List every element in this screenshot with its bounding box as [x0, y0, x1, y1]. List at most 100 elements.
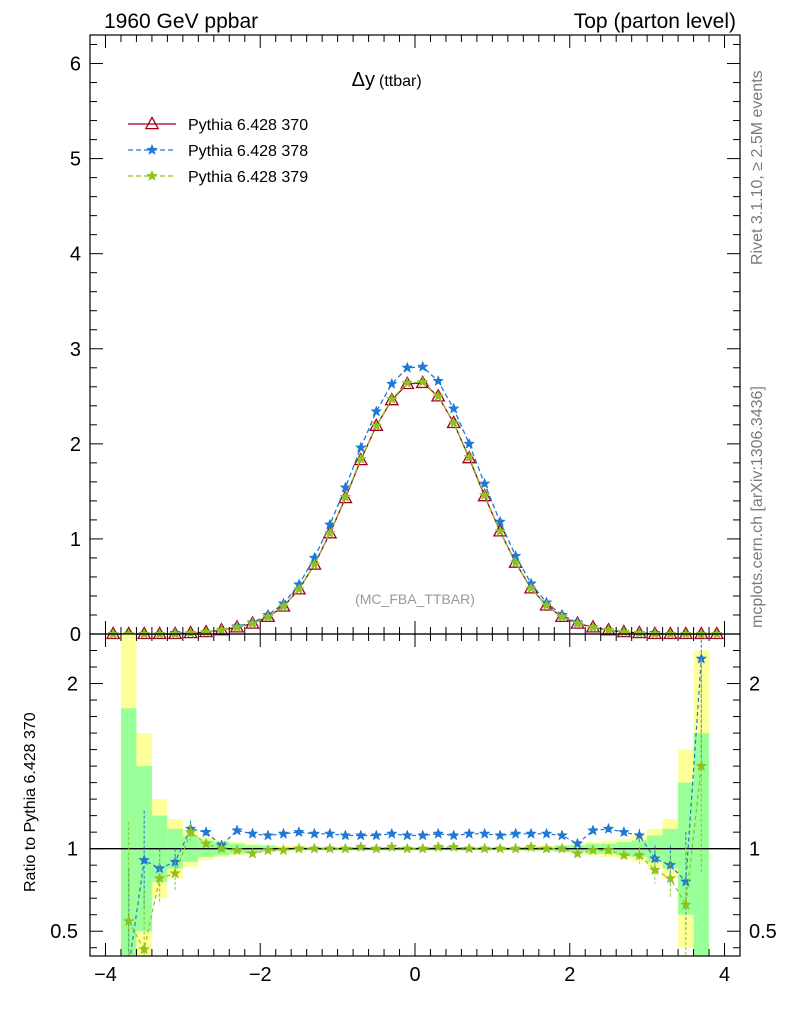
- legend-entry-1: Pythia 6.428 370: [128, 116, 308, 134]
- ratio-point: [416, 829, 429, 841]
- ratio-point: [246, 827, 259, 839]
- ratio-point: [354, 829, 367, 841]
- ratio-point: [231, 844, 243, 856]
- ratio-y-tick-label-right: 2: [749, 674, 760, 696]
- ratio-point: [633, 849, 646, 861]
- ratio-point: [525, 840, 537, 853]
- ratio-y-tick-label: 1: [67, 839, 78, 861]
- ratio-point: [153, 872, 166, 884]
- ratio-point: [571, 847, 584, 859]
- ratio-point: [618, 825, 630, 838]
- ratio-point: [633, 829, 646, 841]
- ratio-point: [556, 829, 568, 841]
- ratio-point: [494, 829, 506, 841]
- legend: Pythia 6.428 370 Pythia 6.428 378 Pythia 6…: [128, 116, 308, 186]
- x-tick-label: 4: [719, 964, 730, 986]
- series-3-point: [587, 621, 599, 633]
- ratio-point: [200, 825, 212, 838]
- series-3-point: [262, 610, 274, 622]
- ratio-y-tick-label: 0.5: [50, 921, 78, 943]
- series-2-point: [401, 361, 414, 373]
- ratio-point: [215, 842, 228, 854]
- series-3-point: [277, 600, 290, 612]
- ratio-point: [370, 842, 383, 854]
- x-tick-label: −4: [94, 964, 117, 986]
- series-2-point: [432, 374, 445, 387]
- ratio-x-ticks: −4 −2 0 2 4: [89, 634, 741, 986]
- ratio-point: [664, 872, 677, 884]
- main-plot-panel: 0 1 2 3 4 5 6 Δy (ttbar) (MC_FBA_TTBAR) Pythia…: [70, 34, 741, 646]
- ratio-point: [354, 840, 367, 853]
- legend-entry-3: Pythia 6.428 379: [128, 169, 308, 186]
- y-tick-label: 6: [70, 54, 81, 76]
- ratio-y-tick-label: 2: [67, 674, 78, 696]
- ratio-point: [385, 827, 398, 839]
- series-3-point: [463, 450, 476, 463]
- series-2-point: [416, 360, 429, 372]
- series-3-point: [556, 610, 568, 622]
- ratio-point: [200, 837, 212, 849]
- ratio-point: [447, 840, 460, 853]
- ratio-point: [556, 842, 568, 854]
- ratio-plot-panel: 0.5 0.5 1 1 2 2 −4 −2 0 2 4 Ratio to Pythia 6.428…: [22, 633, 777, 986]
- ratio-point: [122, 915, 135, 927]
- ratio-point: [602, 822, 615, 834]
- series-2-point: [494, 515, 506, 527]
- ratio-point: [293, 825, 305, 838]
- x-tick-label: 0: [409, 964, 420, 986]
- series-3-point: [370, 419, 383, 431]
- ratio-point: [571, 837, 584, 849]
- ratio-point: [231, 824, 243, 836]
- ratio-series-2: [122, 658, 708, 956]
- series-2-point: [463, 437, 476, 449]
- ratio-point: [695, 759, 708, 772]
- series-3-point: [293, 583, 305, 595]
- series-3-point: [618, 625, 630, 638]
- series-3-point: [571, 617, 584, 629]
- ratio-point: [416, 842, 429, 854]
- ratio-point: [463, 827, 476, 839]
- ratio-point: [432, 827, 445, 839]
- ratio-point: [308, 842, 321, 854]
- plot-title-sub: (ttbar): [379, 73, 422, 90]
- series-3-point: [478, 488, 491, 501]
- series-3-point: [401, 376, 414, 388]
- header-right: Top (parton level): [574, 10, 736, 33]
- ratio-point: [293, 842, 305, 854]
- series-2-point: [478, 477, 491, 489]
- ratio-point: [618, 849, 630, 861]
- uncertainty-band-inner: [120, 708, 137, 956]
- ratio-point: [262, 829, 274, 841]
- series-3-point: [494, 525, 506, 537]
- main-x-ticks: [89, 35, 741, 634]
- ratio-point: [447, 829, 460, 841]
- ratio-point: [324, 842, 336, 854]
- y-tick-label: 0: [70, 624, 81, 646]
- ratio-y-tick-label-right: 0.5: [749, 921, 777, 943]
- ratio-point: [587, 824, 599, 836]
- series-3-point: [354, 452, 367, 465]
- legend-marker: [146, 143, 158, 155]
- plot-title-main: Δy: [352, 69, 375, 91]
- ratio-point: [540, 827, 553, 839]
- ratio-y-ticks: 0.5 0.5 1 1 2 2: [50, 650, 777, 949]
- ratio-line-1: [129, 658, 702, 956]
- series-3-point: [246, 617, 259, 629]
- series-2-point: [447, 402, 460, 414]
- ratio-frame: [89, 633, 741, 957]
- y-tick-label: 5: [70, 149, 81, 171]
- header-left: 1960 GeV ppbar: [104, 10, 258, 33]
- ratio-point: [540, 842, 553, 854]
- ratio-point: [339, 842, 352, 854]
- series-3-point: [339, 490, 352, 503]
- ratio-point: [509, 842, 522, 854]
- ratio-point: [602, 844, 615, 856]
- ratio-line-2: [128, 766, 702, 952]
- series-3-point: [633, 626, 646, 639]
- ratio-point: [277, 827, 290, 839]
- y-tick-label: 2: [70, 434, 81, 456]
- series-3-point: [184, 626, 197, 639]
- series-3-point: [525, 582, 537, 594]
- series-3-point: [200, 625, 212, 638]
